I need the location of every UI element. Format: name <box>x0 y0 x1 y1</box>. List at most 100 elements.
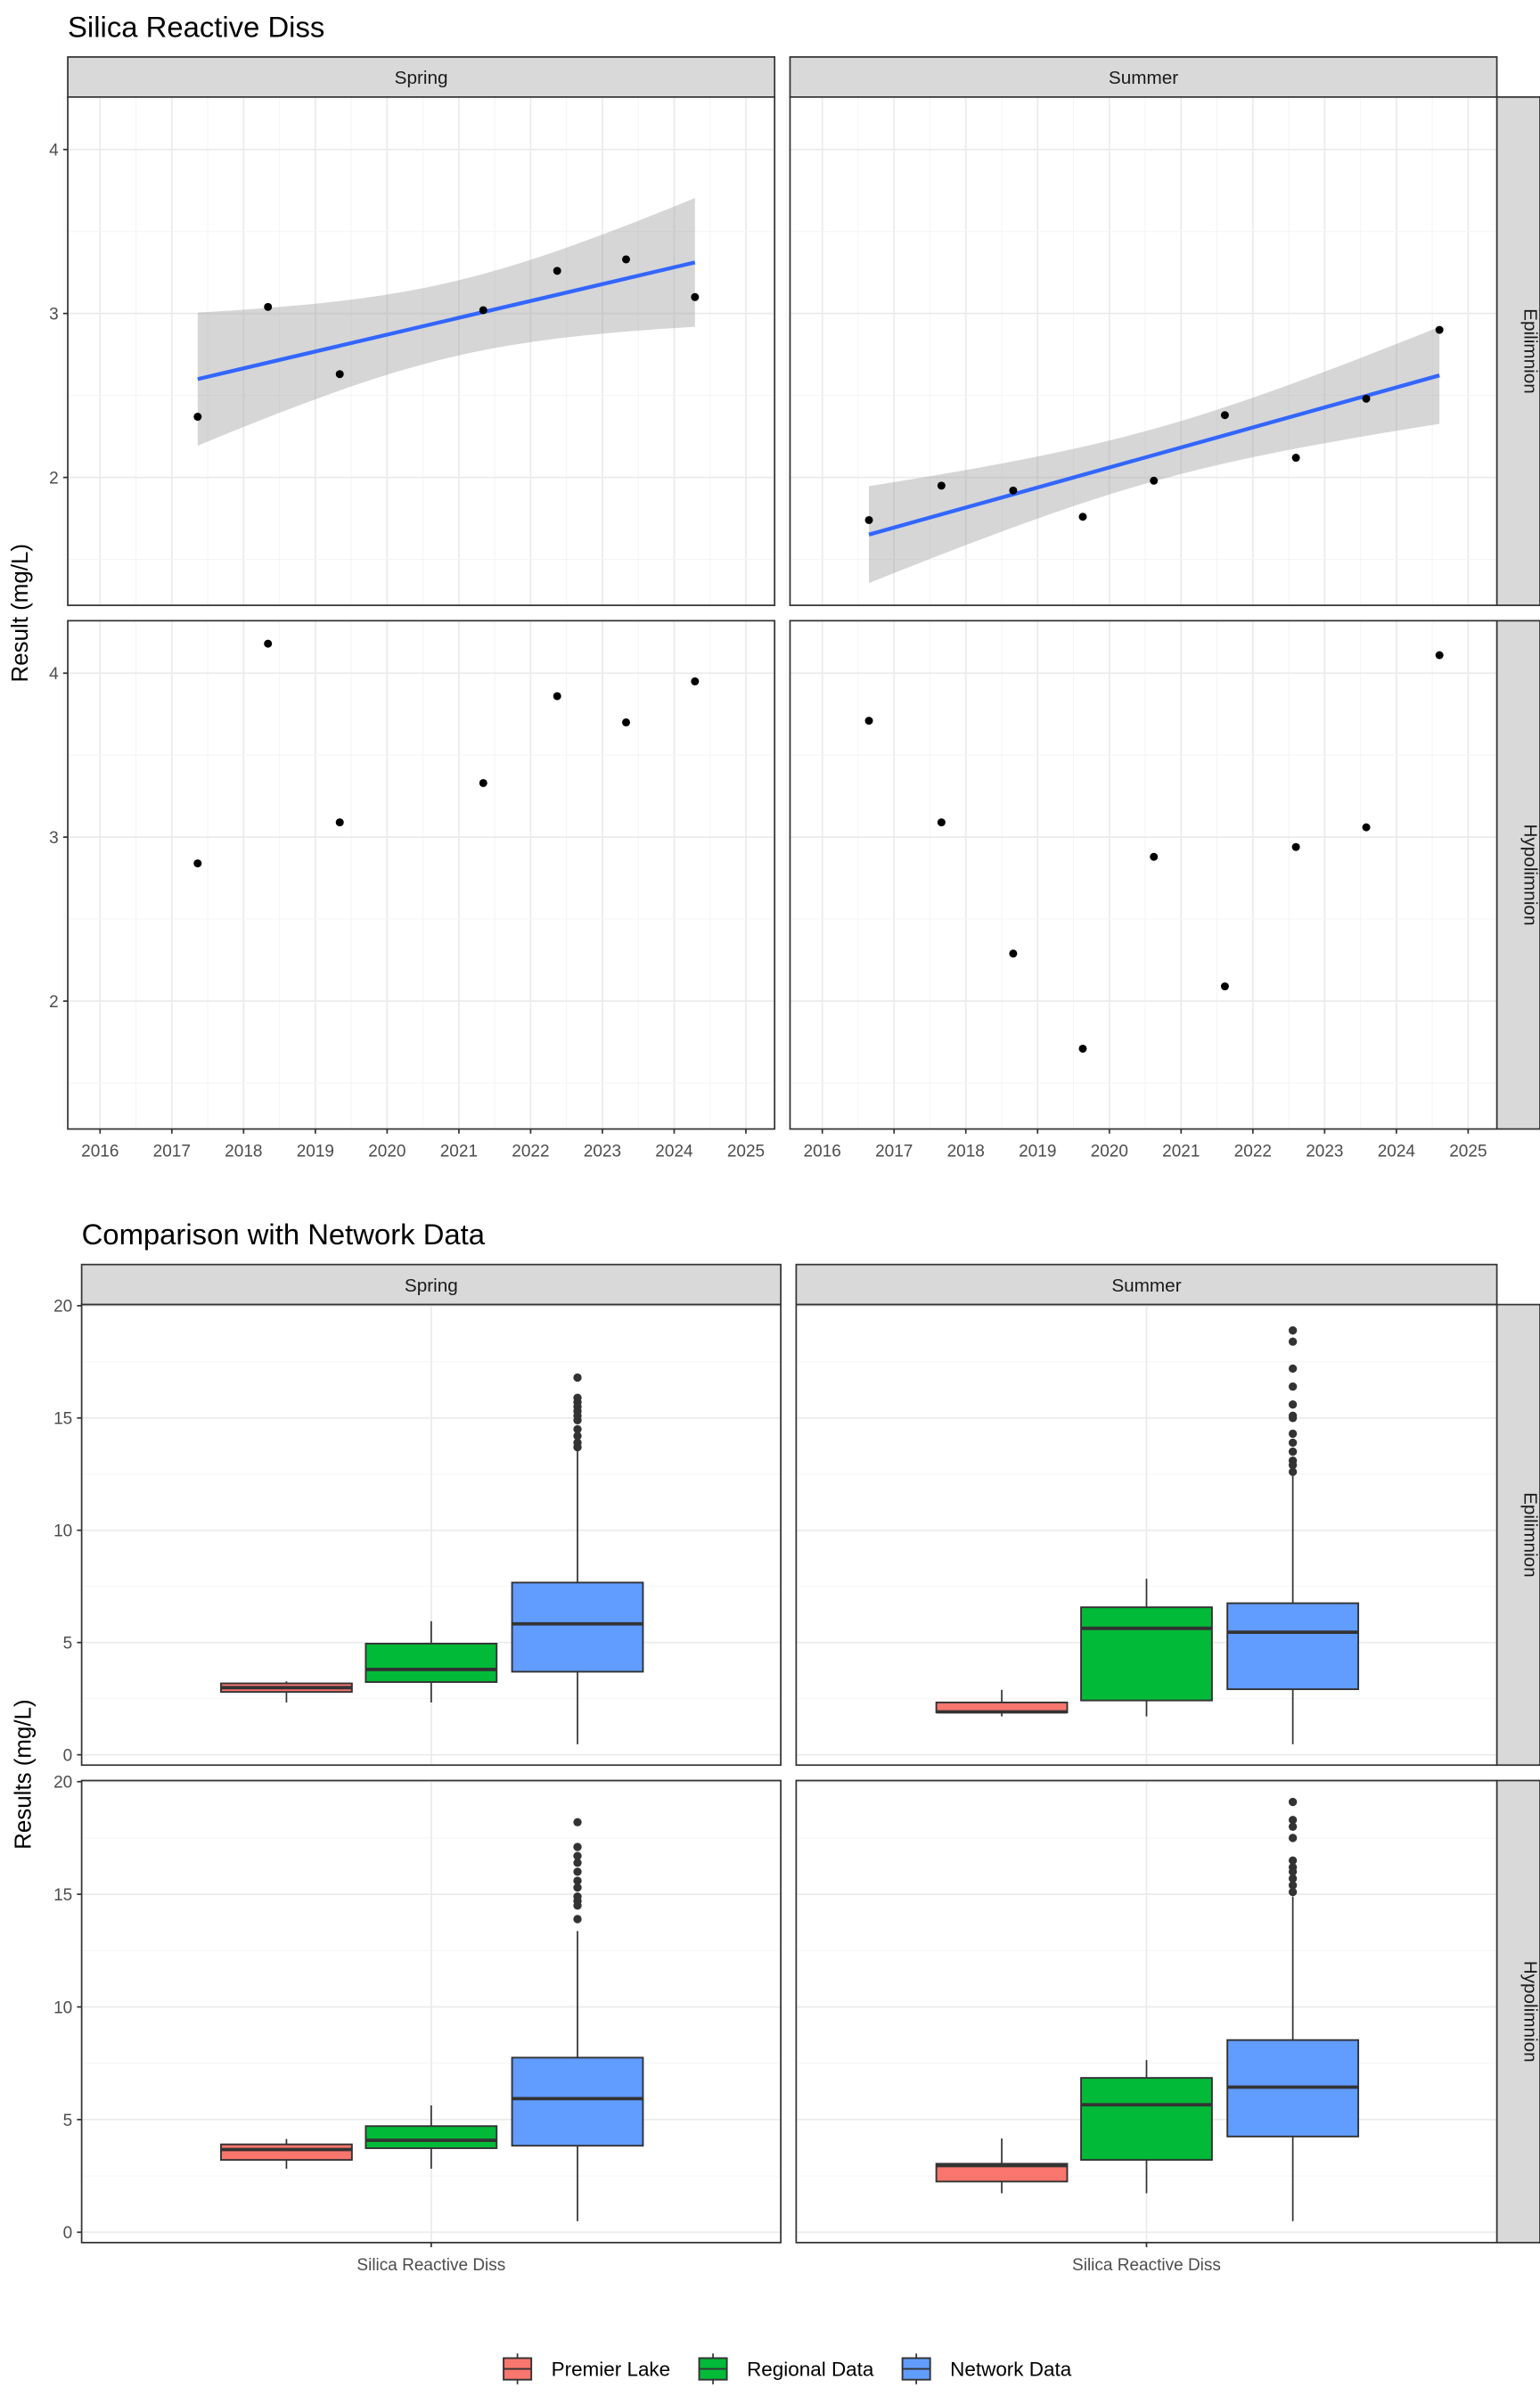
data-point <box>1220 982 1229 991</box>
data-point <box>1009 486 1018 495</box>
panel-summer-epilimnion <box>785 95 1498 606</box>
data-point <box>1435 325 1444 334</box>
outlier-point <box>573 1867 582 1876</box>
data-point <box>1362 823 1371 832</box>
legend-label: Regional Data <box>747 2358 874 2380</box>
panel-background <box>790 620 1497 1129</box>
outlier-point <box>573 1818 582 1826</box>
box-regional-data <box>1080 2060 1213 2194</box>
outlier-point <box>573 1883 582 1892</box>
box-network-data <box>511 1818 644 2221</box>
box-iqr <box>1226 1602 1360 1691</box>
legend-label: Network Data <box>950 2358 1072 2380</box>
outlier-point <box>1288 1337 1298 1346</box>
outlier-point <box>1288 1414 1298 1423</box>
y-tick-label: 20 <box>53 1774 72 1793</box>
facet-strip-hypolimnion-label: Hypolimnion <box>1520 1961 1540 2063</box>
outlier-point <box>1288 1874 1298 1883</box>
x-tick-label: 2025 <box>1449 1143 1487 1161</box>
data-point <box>1078 1044 1087 1053</box>
data-point <box>1435 651 1444 660</box>
outlier-point <box>1288 1461 1298 1470</box>
facet-strip-hypolimnion-bg <box>1495 1779 1540 2244</box>
panel-spring-hypolimnion <box>62 620 776 1134</box>
y-tick-label: 3 <box>49 829 59 848</box>
facet-strip-spring-bg <box>67 56 776 98</box>
x-tick-label: 2019 <box>1019 1143 1056 1161</box>
y-tick-label: 15 <box>53 1410 72 1429</box>
facet-strip-summer-label: Summer <box>1111 1276 1181 1296</box>
panel-border <box>80 1303 782 1767</box>
data-point <box>1291 842 1300 851</box>
outlier-point <box>1288 1822 1298 1831</box>
y-tick-label: 20 <box>53 1298 72 1317</box>
outlier-point <box>1288 1467 1298 1476</box>
data-point <box>1078 513 1087 521</box>
outlier-point <box>573 1415 582 1424</box>
x-tick-label: 2020 <box>1091 1143 1128 1161</box>
y-tick-label: 5 <box>63 2112 73 2130</box>
data-point <box>479 306 487 315</box>
panel-border <box>789 95 1498 606</box>
legend-label: Premier Lake <box>552 2358 671 2380</box>
data-point <box>479 778 487 787</box>
box-iqr <box>935 2162 1069 2183</box>
box-iqr <box>365 1643 498 1683</box>
outlier-point <box>573 1859 582 1867</box>
data-point <box>264 639 273 648</box>
y-tick-label: 4 <box>49 142 59 160</box>
x-tick-label: 2021 <box>440 1143 478 1161</box>
outlier-point <box>1288 1400 1298 1409</box>
y-tick-label: 0 <box>63 1747 73 1766</box>
outlier-point <box>1288 1816 1298 1825</box>
data-point <box>1150 476 1159 485</box>
outlier-point <box>573 1876 582 1885</box>
outlier-point <box>1288 1834 1298 1842</box>
outlier-point <box>1288 1797 1298 1807</box>
x-tick-label: Silica Reactive Diss <box>356 2256 505 2275</box>
y-tick-label: 10 <box>53 1522 72 1541</box>
outlier-point <box>1288 1887 1298 1897</box>
panel-spring-epilimnion <box>77 1303 782 1767</box>
chart-title: Comparison with Network Data <box>82 1218 486 1251</box>
legend <box>503 2353 931 2384</box>
facet-strip-spring-label: Spring <box>405 1276 458 1296</box>
legend-item-premier-lake <box>503 2353 533 2384</box>
chart-title: Silica Reactive Diss <box>68 10 324 43</box>
y-tick-label: 15 <box>53 1886 72 1905</box>
x-tick-label: 2017 <box>153 1143 191 1161</box>
box-premier-lake <box>935 2138 1069 2194</box>
box-iqr <box>511 1581 644 1673</box>
outlier-point <box>573 1442 582 1452</box>
data-point <box>622 718 630 726</box>
panel-border <box>67 95 776 606</box>
y-tick-label: 4 <box>49 665 59 684</box>
data-point <box>1150 852 1159 861</box>
data-point <box>864 717 873 726</box>
facet-strip-summer-label: Summer <box>1109 68 1178 88</box>
box-network-data <box>1226 1797 1360 2221</box>
facet-strip-spring-bg <box>80 1263 782 1306</box>
outlier-point <box>573 1424 582 1434</box>
box-premier-lake <box>220 2138 353 2169</box>
data-point <box>193 859 202 868</box>
outlier-point <box>573 1373 582 1383</box>
data-point <box>937 818 946 827</box>
facet-strip-epilimnion-bg <box>1495 1303 1540 1767</box>
y-tick-label: 10 <box>53 1998 72 2017</box>
x-tick-label: 2019 <box>297 1143 334 1161</box>
data-point <box>1362 394 1371 403</box>
facet-strip-spring-label: Spring <box>395 68 448 88</box>
data-point <box>691 677 700 685</box>
box-regional-data <box>365 1621 498 1703</box>
facet-strip-epilimnion-label: Epilimnion <box>1520 308 1540 394</box>
y-axis-title: Results (mg/L) <box>12 1699 37 1849</box>
data-point <box>335 370 344 379</box>
box-regional-data <box>1080 1579 1213 1717</box>
y-tick-label: 0 <box>63 2224 73 2243</box>
box-iqr <box>1080 1606 1213 1702</box>
panel-summer-hypolimnion <box>785 620 1498 1134</box>
panel-background <box>790 96 1497 606</box>
x-tick-label: Silica Reactive Diss <box>1072 2256 1221 2275</box>
facet-strip-hypolimnion-label: Hypolimnion <box>1520 824 1540 925</box>
